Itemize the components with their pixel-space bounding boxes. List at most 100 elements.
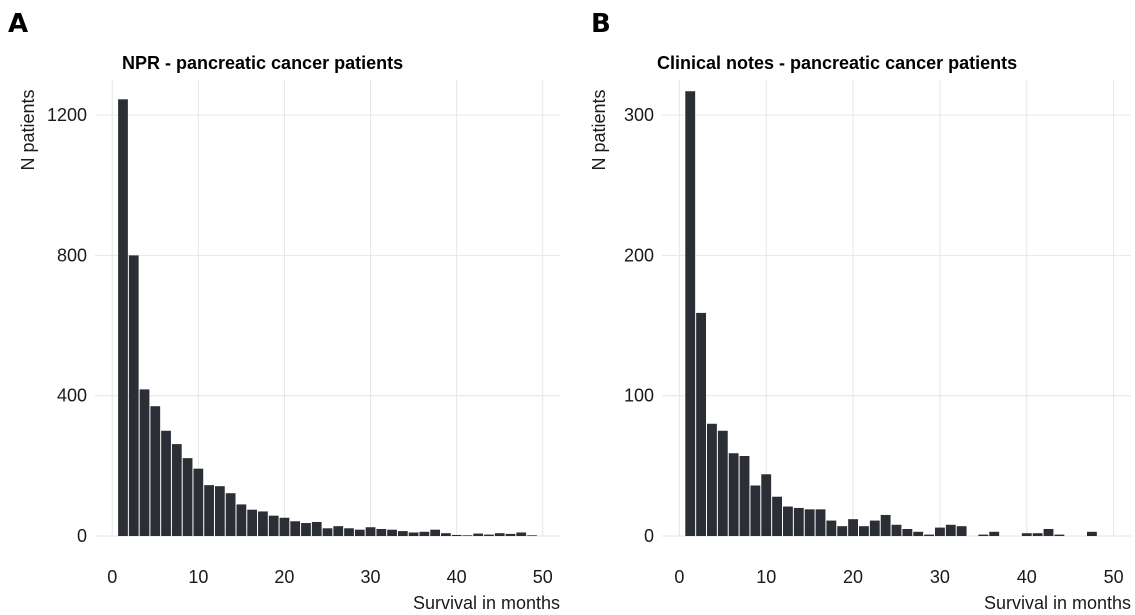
histogram-bar xyxy=(387,529,397,536)
panel-letter: B xyxy=(591,9,611,39)
histogram-bar xyxy=(826,520,837,536)
x-tick-label: 30 xyxy=(930,567,950,587)
x-tick-labels: 0 10 20 30 40 50 xyxy=(674,567,1123,587)
histogram-bar xyxy=(1032,533,1043,536)
histogram-bar xyxy=(204,485,214,536)
histogram-bar xyxy=(869,520,880,536)
histogram-bar xyxy=(956,526,967,536)
histogram-bar xyxy=(924,534,934,536)
histogram-bar xyxy=(225,493,236,536)
histogram-bar xyxy=(451,534,462,536)
histogram-bar xyxy=(707,423,717,536)
histogram-bar xyxy=(408,532,419,536)
y-tick-label: 800 xyxy=(57,245,87,265)
histogram-bar xyxy=(182,458,193,536)
histogram-bar xyxy=(171,444,182,536)
histogram-bar xyxy=(750,485,761,536)
x-tick-label: 0 xyxy=(674,567,684,587)
y-tick-label: 0 xyxy=(77,526,87,546)
histogram-bar xyxy=(934,527,945,536)
histogram-bar xyxy=(247,509,258,536)
y-tick-label: 300 xyxy=(624,105,654,125)
histogram-bar xyxy=(978,534,989,536)
histogram-bar xyxy=(161,430,171,536)
histogram-bar xyxy=(1021,533,1032,536)
histogram-bar xyxy=(322,528,333,536)
bars xyxy=(118,99,537,537)
histogram-bar xyxy=(268,515,279,536)
histogram-bar xyxy=(301,523,311,536)
x-axis-label: Survival in months xyxy=(984,593,1131,613)
x-tick-label: 10 xyxy=(188,567,208,587)
x-tick-label: 30 xyxy=(361,567,381,587)
y-tick-label: 400 xyxy=(57,386,87,406)
histogram-bar xyxy=(804,509,815,536)
histogram-bar xyxy=(902,528,913,536)
histogram-bar xyxy=(419,531,430,536)
histogram-bar xyxy=(728,453,739,536)
x-tick-label: 50 xyxy=(1104,567,1124,587)
histogram-bar xyxy=(1086,531,1097,536)
x-tick-label: 40 xyxy=(447,567,467,587)
histogram-bar xyxy=(859,526,869,536)
y-tick-labels: 0 100 200 300 xyxy=(624,105,654,546)
histogram-bar xyxy=(236,504,247,536)
panel-npr: A NPR - pancreatic cancer patients N pat… xyxy=(8,9,560,613)
histogram-bar xyxy=(815,509,826,536)
bars xyxy=(685,91,1097,537)
x-tick-label: 10 xyxy=(756,567,776,587)
histogram-bar xyxy=(214,486,225,536)
histogram-bar xyxy=(397,531,408,536)
histogram-bar xyxy=(945,524,956,536)
histogram-bar xyxy=(516,532,527,536)
histogram-bar xyxy=(118,99,128,537)
histogram-bar xyxy=(258,511,268,536)
histogram-bar xyxy=(989,531,1000,536)
histogram-bar xyxy=(761,474,772,536)
x-tick-label: 0 xyxy=(107,567,117,587)
x-axis-label: Survival in months xyxy=(413,593,560,613)
histogram-bar xyxy=(441,533,451,536)
y-tick-label: 0 xyxy=(644,526,654,546)
histogram-bar xyxy=(1054,534,1065,536)
histogram-bar xyxy=(527,535,537,536)
histogram-bar xyxy=(473,533,484,536)
histogram-bar xyxy=(333,526,344,536)
histogram-bar xyxy=(484,534,494,536)
histogram-bar xyxy=(696,312,707,536)
chart-title: Clinical notes - pancreatic cancer patie… xyxy=(657,53,1017,73)
histogram-bar xyxy=(376,528,387,536)
histogram-bar xyxy=(462,535,473,536)
histogram-bar xyxy=(139,389,150,536)
x-tick-label: 20 xyxy=(274,567,294,587)
histogram-bar xyxy=(505,533,516,536)
y-axis-label: N patients xyxy=(18,89,38,170)
histogram-bar xyxy=(128,255,139,536)
histogram-bar xyxy=(891,524,902,536)
histogram-bar xyxy=(311,521,322,536)
x-tick-label: 20 xyxy=(843,567,863,587)
histogram-bar xyxy=(494,533,505,536)
histogram-bar xyxy=(150,406,161,536)
histogram-bar xyxy=(354,529,365,536)
histogram-bar xyxy=(1043,528,1054,536)
x-tick-label: 40 xyxy=(1017,567,1037,587)
histogram-bar xyxy=(739,456,750,536)
histogram-bar xyxy=(193,468,204,536)
x-tick-label: 50 xyxy=(533,567,553,587)
histogram-bar xyxy=(793,507,804,536)
y-tick-labels: 0 400 800 1200 xyxy=(47,105,87,546)
chart-title: NPR - pancreatic cancer patients xyxy=(122,53,403,73)
histogram-bar xyxy=(837,526,848,536)
y-tick-label: 100 xyxy=(624,386,654,406)
histogram-bar xyxy=(717,430,728,536)
histogram-bar xyxy=(365,527,376,536)
y-tick-label: 1200 xyxy=(47,105,87,125)
histogram-bar xyxy=(848,519,859,536)
histogram-bar xyxy=(783,506,793,536)
panel-letter: A xyxy=(8,9,28,39)
histogram-bar xyxy=(772,496,783,536)
x-tick-labels: 0 10 20 30 40 50 xyxy=(107,567,553,587)
histogram-bar xyxy=(344,528,354,536)
